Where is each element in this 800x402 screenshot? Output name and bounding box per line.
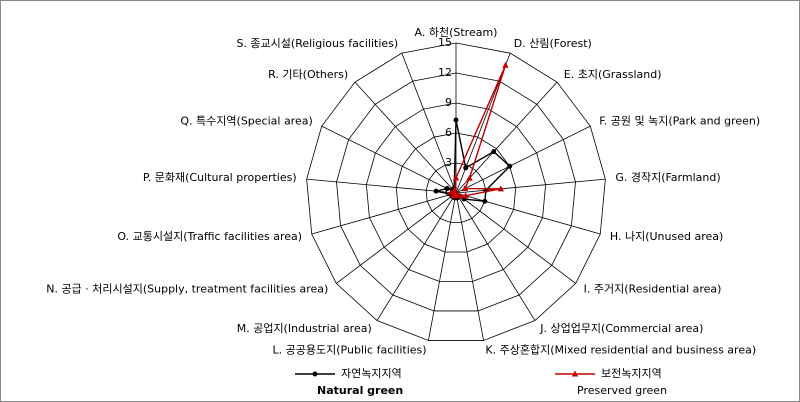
spoke <box>306 178 457 194</box>
spoke <box>401 52 457 194</box>
category-label: K. 주상혼합지(Mixed residential and business … <box>485 343 756 356</box>
category-label: I. 주거지(Residential area) <box>584 282 722 295</box>
series-marker <box>463 165 469 171</box>
spoke <box>455 192 576 284</box>
category-label: N. 공급 · 처리시설지(Supply, treatment faciliti… <box>46 282 328 295</box>
category-label: L. 공공용도지(Public facilities) <box>273 343 427 356</box>
series-marker <box>444 186 450 192</box>
series-marker <box>453 117 459 123</box>
spoke <box>311 192 457 235</box>
series-marker <box>482 198 488 204</box>
r-tick-label: 12 <box>438 66 452 79</box>
category-label: D. 산림(Forest) <box>514 37 592 50</box>
r-tick-label: 9 <box>445 96 452 109</box>
spoke <box>321 125 457 194</box>
grid-ring <box>336 72 576 312</box>
category-label: H. 나지(Unused area) <box>610 230 723 243</box>
legend-marker <box>312 371 318 377</box>
spoke <box>455 192 484 341</box>
category-label: S. 종교시설(Religious facilities) <box>236 37 398 50</box>
series-marker <box>502 61 509 68</box>
category-label: G. 경작지(Farmland) <box>615 171 720 184</box>
grid-ring <box>306 42 606 341</box>
series-marker <box>452 174 460 181</box>
series-marker <box>497 185 505 192</box>
r-tick-label: 3 <box>445 156 452 169</box>
category-label: M. 공업지(Industrial area) <box>237 322 372 335</box>
category-label: J. 상업업무지(Commercial area) <box>539 322 703 335</box>
category-label: F. 공원 및 녹지(Park and green) <box>599 115 760 128</box>
spoke <box>455 178 606 194</box>
grid-ring <box>365 102 547 282</box>
spoke <box>455 81 558 194</box>
series-marker <box>491 149 497 155</box>
legend-label-en: Natural green <box>317 384 403 397</box>
spoke <box>455 192 536 321</box>
spoke <box>455 192 601 235</box>
series-marker <box>462 192 469 199</box>
series-marker <box>451 186 459 193</box>
legend-label-en: Preserved green <box>577 384 667 397</box>
spoke <box>376 192 457 321</box>
category-label: A. 하천(Stream) <box>415 25 498 39</box>
spoke <box>455 125 591 194</box>
r-tick-label: 6 <box>445 126 452 139</box>
spoke <box>428 192 457 341</box>
spoke <box>336 192 457 284</box>
legend-marker <box>571 370 579 377</box>
series-marker <box>433 188 439 194</box>
series-marker <box>507 163 513 169</box>
series-marker <box>466 174 473 181</box>
category-label: P. 문화재(Cultural properties) <box>143 171 297 184</box>
legend-label: 보전녹지지역 <box>601 367 662 380</box>
r-tick-label: 15 <box>438 36 452 49</box>
grid-ring <box>425 162 487 223</box>
category-label: O. 교통시설지(Traffic facilities area) <box>117 230 302 243</box>
series-marker <box>461 185 469 192</box>
legend-label: 자연녹지지역 <box>341 367 402 380</box>
category-label: Q. 특수지역(Special area) <box>180 115 312 128</box>
category-label: R. 기타(Others) <box>268 68 348 81</box>
spoke <box>354 81 457 194</box>
series-line <box>449 64 507 197</box>
category-label: E. 초지(Grassland) <box>564 68 662 81</box>
